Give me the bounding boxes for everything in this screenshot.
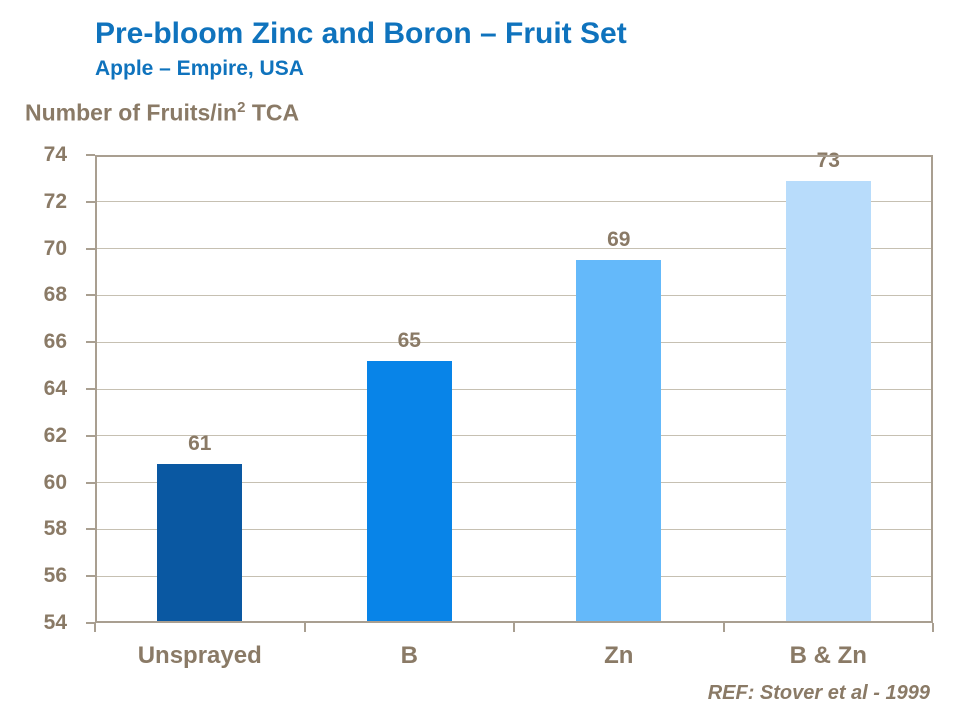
bar-value-label: 61: [188, 431, 212, 455]
gridline: [95, 248, 933, 250]
y-axis-tick: [86, 481, 95, 484]
gridline: [95, 575, 933, 577]
x-axis-tick: [94, 623, 96, 632]
y-axis-tick: [86, 247, 95, 250]
x-category-label: B & Zn: [789, 642, 867, 669]
chart-title: Pre-bloom Zinc and Boron – Fruit Set: [95, 17, 627, 50]
y-tick-label: 66: [43, 330, 67, 354]
y-axis-title-text: Number of Fruits/in: [25, 99, 238, 126]
gridline: [95, 294, 933, 296]
x-axis-tick: [513, 623, 515, 632]
x-category-label: Unsprayed: [137, 642, 262, 669]
y-tick-label: 58: [43, 517, 67, 541]
y-axis-tick: [86, 294, 95, 297]
x-axis-tick: [303, 623, 306, 632]
y-axis-tick: [86, 575, 95, 578]
y-tick-label: 60: [43, 470, 67, 494]
y-axis-tick: [86, 388, 95, 390]
bar-value-label: 65: [397, 328, 421, 352]
y-tick-label: 54: [43, 611, 67, 634]
x-category-label: B: [400, 642, 418, 669]
y-tick-label: 62: [43, 423, 67, 447]
y-axis-tick: [86, 154, 95, 156]
y-axis-tick: [86, 528, 95, 531]
y-tick-label: 70: [43, 236, 67, 260]
y-axis-tick: [86, 434, 95, 437]
bar-zn: [576, 260, 662, 623]
y-tick-label: 72: [43, 189, 67, 213]
y-axis-tick: [86, 200, 95, 203]
bar-unsprayed: [157, 463, 243, 623]
y-axis-title-superscript: 2: [237, 99, 246, 116]
y-axis-tick: [86, 622, 95, 624]
x-category-label: Zn: [604, 642, 634, 669]
y-axis-tick: [86, 341, 95, 344]
gridline: [95, 341, 933, 343]
y-tick-label: 64: [43, 377, 67, 400]
gridline: [95, 528, 933, 530]
y-tick-label: 56: [43, 564, 67, 588]
y-axis-title: Number of Fruits/in2 TCA: [25, 99, 299, 127]
bar-value-label: 73: [816, 148, 840, 172]
y-tick-label: 68: [43, 283, 67, 307]
chart-subtitle: Apple – Empire, USA: [95, 57, 304, 80]
gridline: [95, 201, 933, 203]
bar-value-label: 69: [607, 228, 631, 252]
bar-b-zn: [785, 180, 871, 623]
gridline: [95, 435, 933, 437]
gridline: [95, 388, 933, 390]
y-axis-title-unit: TCA: [245, 99, 300, 126]
reference-text: REF: Stover et al - 1999: [707, 682, 930, 704]
x-axis-tick: [722, 623, 725, 632]
plot-area: 54 56 58 60 62 64 66 68 70 72 74 61 Unsprayed 65 B 69 Zn…: [44, 143, 934, 669]
gridline: [95, 482, 933, 484]
x-axis-tick: [932, 623, 934, 632]
bar-b: [366, 360, 452, 623]
y-tick-label: 74: [43, 143, 67, 166]
